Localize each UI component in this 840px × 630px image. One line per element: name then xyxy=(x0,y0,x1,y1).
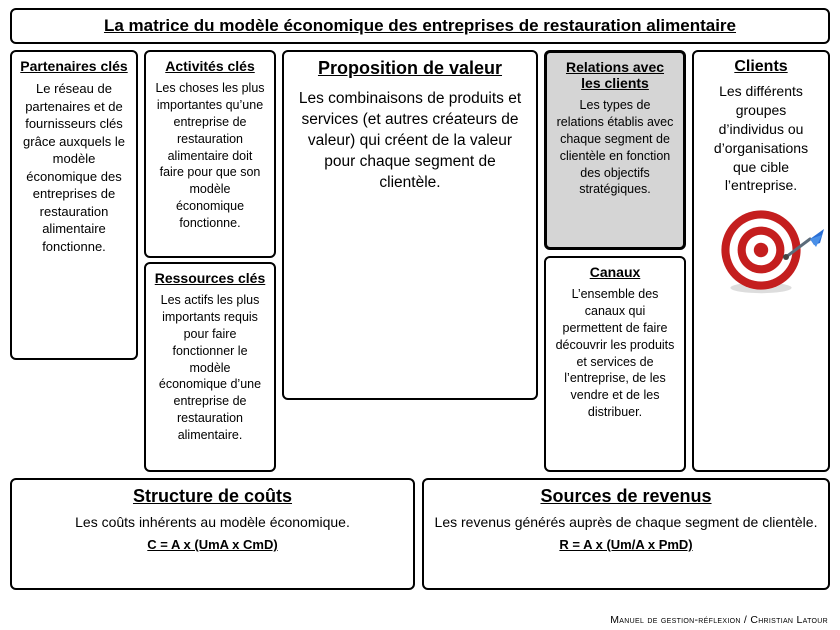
formula-couts: C = A x (UmA x CmD) xyxy=(20,536,405,554)
heading-proposition: Proposition de valeur xyxy=(292,58,528,79)
heading-couts: Structure de coûts xyxy=(20,486,405,507)
heading-ressources: Ressources clés xyxy=(154,270,266,286)
heading-activites: Activités clés xyxy=(154,58,266,74)
text-canaux: L’ensemble des canaux qui permettent de … xyxy=(554,286,676,421)
text-proposition: Les combinaisons de produits et services… xyxy=(292,85,528,198)
text-clients: Les différents groupes d’individus ou d’… xyxy=(702,82,820,195)
heading-clients: Clients xyxy=(702,58,820,76)
title-bar: La matrice du modèle économique des entr… xyxy=(10,8,830,44)
target-icon xyxy=(716,205,806,300)
text-revenus: Les revenus générés auprès de chaque seg… xyxy=(432,513,820,532)
heading-partenaires: Partenaires clés xyxy=(20,58,128,74)
title-text: La matrice du modèle économique des entr… xyxy=(104,16,736,36)
text-partenaires: Le réseau de partenaires et de fournisse… xyxy=(20,80,128,255)
text-ressources: Les actifs les plus importants requis po… xyxy=(154,292,266,444)
dart-icon xyxy=(780,227,824,271)
box-activites: Activités clés Les choses les plus impor… xyxy=(144,50,276,258)
box-relations: Relations avec les clients Les types de … xyxy=(544,50,686,250)
text-activites: Les choses les plus importantes qu’une e… xyxy=(154,80,266,232)
formula-revenus: R = A x (Um/A x PmD) xyxy=(432,536,820,554)
text-relations: Les types de relations établis avec chaq… xyxy=(555,97,675,198)
text-couts: Les coûts inhérents au modèle économique… xyxy=(20,513,405,532)
box-partenaires: Partenaires clés Le réseau de partenaire… xyxy=(10,50,138,360)
heading-canaux: Canaux xyxy=(554,264,676,280)
box-clients: Clients Les différents groupes d’individ… xyxy=(692,50,830,472)
box-canaux: Canaux L’ensemble des canaux qui permett… xyxy=(544,256,686,472)
heading-revenus: Sources de revenus xyxy=(432,486,820,507)
box-proposition: Proposition de valeur Les combinaisons d… xyxy=(282,50,538,400)
box-ressources: Ressources clés Les actifs les plus impo… xyxy=(144,262,276,472)
footer-text: Manuel de gestion-réflexion / Christian … xyxy=(610,614,828,626)
heading-relations: Relations avec les clients xyxy=(555,59,675,91)
box-couts: Structure de coûts Les coûts inhérents a… xyxy=(10,478,415,590)
box-revenus: Sources de revenus Les revenus générés a… xyxy=(422,478,830,590)
